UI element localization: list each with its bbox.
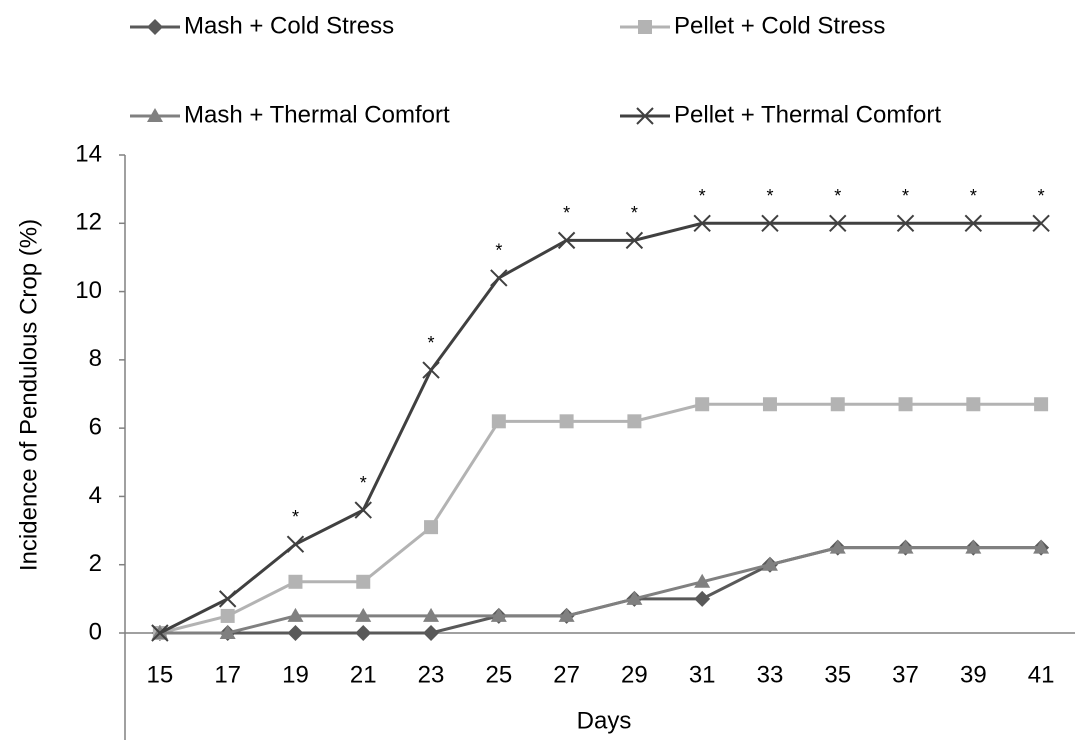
x-tick-label: 29	[621, 661, 648, 688]
data-point	[762, 397, 777, 412]
data-point	[558, 607, 575, 622]
data-point	[830, 397, 845, 412]
data-point	[1033, 539, 1050, 554]
y-tick-label: 0	[89, 618, 102, 645]
legend-label: Mash + Thermal Comfort	[184, 101, 450, 128]
annotation: *	[292, 507, 299, 527]
y-tick-label: 12	[75, 209, 102, 236]
data-point	[965, 539, 982, 554]
y-tick-label: 14	[75, 140, 102, 167]
x-tick-label: 33	[757, 661, 784, 688]
data-point	[898, 397, 913, 412]
data-point	[355, 625, 372, 641]
y-axis-label: Incidence of Pendulous Crop (%)	[15, 219, 42, 571]
data-point	[287, 625, 304, 641]
annotation: *	[902, 186, 909, 206]
data-point	[559, 414, 574, 429]
data-point	[693, 214, 711, 232]
data-point	[694, 573, 711, 588]
data-point	[897, 539, 914, 554]
data-point	[829, 539, 846, 554]
annotation: *	[495, 241, 502, 261]
data-point	[966, 397, 981, 412]
data-point	[490, 607, 507, 622]
annotation: *	[563, 203, 570, 223]
data-point	[829, 214, 847, 232]
y-tick-label: 8	[89, 345, 102, 372]
annotation: *	[1038, 186, 1045, 206]
annotation: *	[360, 473, 367, 493]
data-point	[424, 520, 439, 535]
legend-marker	[636, 107, 654, 125]
data-point	[356, 574, 371, 589]
data-point	[219, 625, 236, 639]
data-point	[218, 590, 237, 608]
data-point	[287, 607, 304, 622]
y-tick-label: 6	[89, 413, 102, 440]
annotation: *	[766, 186, 773, 206]
data-point	[354, 501, 372, 519]
y-tick-label: 4	[89, 482, 102, 509]
data-point	[627, 414, 642, 429]
data-point	[355, 607, 372, 622]
data-point	[761, 556, 778, 571]
annotation: *	[631, 203, 638, 223]
x-tick-label: 27	[553, 661, 580, 688]
data-point	[286, 535, 305, 553]
y-tick-label: 10	[75, 277, 102, 304]
data-point	[761, 214, 779, 232]
legend-marker	[147, 19, 163, 35]
data-point	[423, 625, 440, 641]
y-tick-label: 2	[89, 550, 102, 577]
series-line	[159, 546, 1042, 635]
x-tick-label: 19	[282, 661, 309, 688]
data-point	[422, 361, 440, 379]
data-point	[490, 269, 508, 287]
x-tick-label: 39	[960, 661, 987, 688]
data-point	[1034, 397, 1049, 412]
data-point	[220, 608, 235, 623]
x-tick-label: 37	[892, 661, 919, 688]
x-tick-label: 25	[485, 661, 512, 688]
data-point	[626, 590, 643, 605]
data-point	[1032, 214, 1050, 232]
annotation: *	[699, 186, 706, 206]
series-line	[159, 221, 1042, 635]
data-point	[491, 414, 506, 429]
data-point	[423, 607, 440, 622]
annotation: *	[834, 186, 841, 206]
legend-marker	[147, 108, 163, 122]
data-point	[694, 590, 711, 607]
x-tick-label: 35	[824, 661, 851, 688]
x-tick-label: 23	[418, 661, 445, 688]
x-tick-label: 21	[350, 661, 377, 688]
legend-label: Pellet + Cold Stress	[674, 12, 885, 39]
legend-label: Pellet + Thermal Comfort	[674, 101, 941, 128]
data-point	[151, 624, 169, 642]
x-tick-label: 41	[1028, 661, 1055, 688]
legend-marker	[638, 20, 652, 34]
data-point	[896, 214, 915, 232]
data-point	[964, 214, 983, 232]
x-tick-label: 31	[689, 661, 716, 688]
annotation: *	[428, 333, 435, 353]
legend-label: Mash + Cold Stress	[184, 12, 394, 39]
x-axis-label: Days	[577, 707, 632, 734]
series-line	[159, 402, 1042, 635]
data-point	[625, 231, 644, 250]
data-point	[695, 397, 710, 412]
data-point	[288, 574, 303, 589]
x-tick-label: 15	[147, 661, 174, 688]
x-tick-label: 17	[214, 661, 241, 688]
data-point	[557, 231, 576, 250]
annotation: *	[970, 186, 977, 206]
